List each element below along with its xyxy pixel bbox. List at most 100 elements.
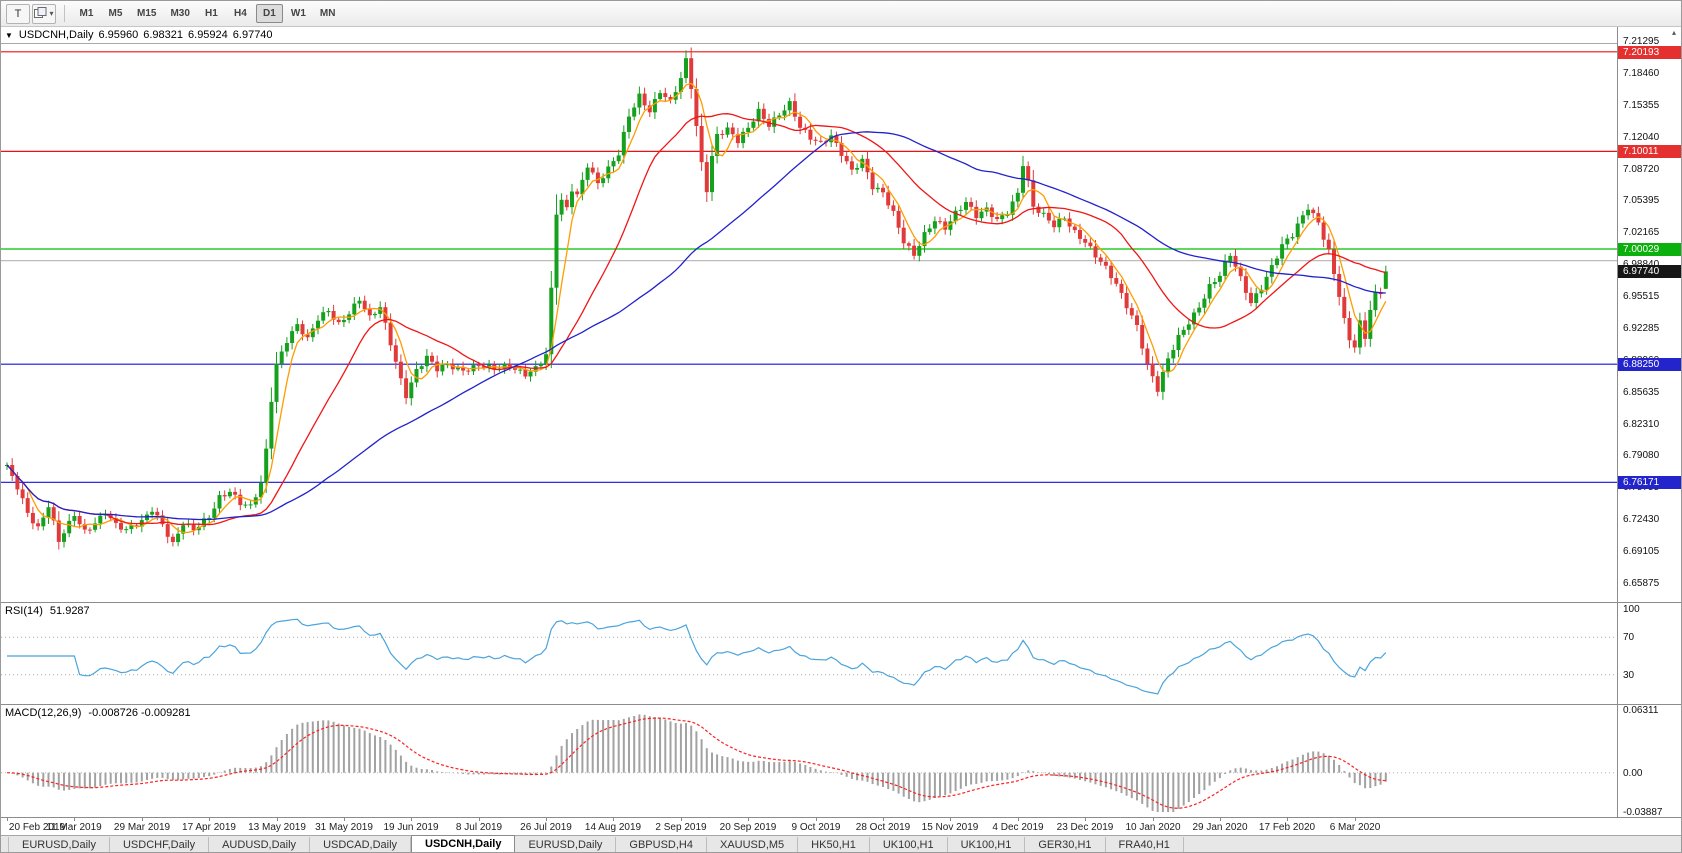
rsi-name: RSI(14) [5,605,43,617]
price-scale-label: 6.82310 [1623,418,1660,430]
chart-tab-xauusd-m5[interactable]: XAUUSD,M5 [707,837,799,852]
chart-tab-usdcad-daily[interactable]: USDCAD,Daily [310,837,412,852]
toolbar-separator [64,5,65,22]
time-axis-tick [613,818,614,821]
ohlc-low: 6.95924 [188,29,228,41]
cascade-windows-button[interactable]: ▾ [32,3,56,24]
price-scale-label: 6.92285 [1623,322,1660,334]
t-tool-button[interactable]: T [6,3,30,24]
timeframe-m5[interactable]: M5 [102,4,129,23]
fast-ma-orange [6,82,1387,534]
chart-tab-uk100-h1[interactable]: UK100,H1 [870,837,948,852]
time-axis-label: 2 Sep 2019 [655,822,707,833]
time-axis-tick [1085,818,1086,821]
rsi-plot[interactable] [1,603,1617,705]
time-axis-tick [411,818,412,821]
timeframe-mn[interactable]: MN [314,4,342,23]
price-scale-label: 7.12040 [1623,131,1660,143]
chart-symbol-label: USDCNH,Daily [18,29,94,41]
price-scale-label: 6.79080 [1623,450,1660,462]
price-chart[interactable] [1,27,1617,602]
macd-scale-label: 0.06311 [1623,705,1659,716]
time-axis-label: 29 Jan 2020 [1192,822,1248,833]
time-axis-tick [546,818,547,821]
price-scale-label: 6.65875 [1623,578,1660,589]
time-axis-label: 6 Mar 2020 [1329,822,1381,833]
time-axis-label: 13 May 2019 [248,822,306,833]
time-axis-tick [883,818,884,821]
price-scale-label: 7.18460 [1623,67,1660,79]
cascade-icon [34,6,47,21]
macd-panel: 0.06311 0.00 -0.03887 MACD(12,26,9) -0.008… [1,704,1681,818]
price-scale[interactable]: ▴ 7.21295 7.18460 7.15355 7.12040 7.08720 7.0… [1617,27,1681,602]
time-axis-label: 20 Sep 2019 [719,822,777,833]
time-axis-tick [1287,818,1288,821]
timeframe-h1[interactable]: H1 [198,4,225,23]
time-axis-label: 17 Feb 2020 [1258,822,1316,833]
rsi-value: 51.9287 [49,605,90,617]
toolbar: T ▾ M1 M5 M15 M30 H1 H4 D1 W1 MN [1,1,1681,27]
price-scale-label: 6.98840 [1623,259,1659,270]
time-axis[interactable]: 20 Feb 2019 11 Mar 2019 29 Mar 2019 17 Apr … [1,817,1681,835]
collapse-triangle-icon[interactable]: ▼ [5,30,13,40]
time-axis-tick [7,818,8,821]
chart-tab-hk50-h1[interactable]: HK50,H1 [798,837,870,852]
chart-tab-uk100-h1[interactable]: UK100,H1 [948,837,1026,852]
time-axis-label: 9 Oct 2019 [791,822,841,833]
time-axis-label: 8 Jul 2019 [455,822,503,833]
ohlc-open: 6.95960 [98,29,139,41]
chart-tab-audusd-daily[interactable]: AUDUSD,Daily [209,837,311,852]
macd-name: MACD(12,26,9) [5,707,82,719]
time-axis-tick [74,818,75,821]
time-axis-label: 29 Mar 2019 [113,822,171,833]
price-scale-label: 6.85635 [1623,386,1660,398]
time-axis-label: 23 Dec 2019 [1056,822,1114,833]
timeframe-m30[interactable]: M30 [164,4,195,23]
chart-tab-gbpusd-h4[interactable]: GBPUSD,H4 [616,837,707,852]
price-line-badge[interactable]: 7.10011 [1618,145,1681,158]
price-scale-label: 6.72430 [1623,514,1660,526]
mid-ma-red [6,113,1386,526]
price-line-badge[interactable]: 7.00029 [1618,243,1681,256]
price-line-badge[interactable]: 6.88250 [1618,358,1681,371]
rsi-scale[interactable]: 100 70 30 [1617,603,1681,704]
time-axis-label: 19 Jun 2019 [383,822,439,833]
time-axis-tick [1153,818,1154,821]
timeframe-m15[interactable]: M15 [131,4,162,23]
ohlc-high: 6.98321 [143,29,184,41]
macd-histogram [11,714,1387,812]
chart-tab-ger30-h1[interactable]: GER30,H1 [1025,837,1106,852]
price-scale-label: 6.69105 [1623,546,1660,558]
time-axis-label: 26 Jul 2019 [520,822,572,833]
chart-tab-eurusd-daily[interactable]: EURUSD,Daily [515,837,617,852]
macd-plot[interactable] [1,705,1617,818]
time-axis-label: 28 Oct 2019 [855,822,911,833]
time-axis-tick [209,818,210,821]
timeframe-d1[interactable]: D1 [255,4,283,23]
timeframe-w1[interactable]: W1 [285,4,312,23]
time-axis-label: 17 Apr 2019 [182,822,236,833]
chart-ohlc-header: ▼ USDCNH,Daily 6.95960 6.98321 6.95924 6… [1,27,1617,44]
ohlc-close: 6.97740 [232,29,273,41]
time-axis-label: 4 Dec 2019 [992,822,1044,833]
chart-tab-usdcnh-daily[interactable]: USDCNH,Daily [411,835,516,852]
chart-tab-fra40-h1[interactable]: FRA40,H1 [1106,837,1184,852]
time-axis-label: 20 Feb 2019 [8,822,66,833]
price-scale-label: 7.21295 [1623,36,1660,47]
macd-indicator-label: MACD(12,26,9) -0.008726 -0.009281 [5,707,191,719]
dropdown-arrow-icon: ▾ [49,9,54,18]
time-axis-tick [142,818,143,821]
chart-tab-eurusd-daily[interactable]: EURUSD,Daily [8,837,110,852]
t-tool-icon: T [14,7,22,20]
rsi-scale-label: 100 [1623,604,1640,615]
macd-signal-line [6,717,1386,809]
price-line-badge[interactable]: 6.76171 [1618,476,1681,489]
timeframe-h4[interactable]: H4 [227,4,254,23]
price-scale-label: 7.02165 [1623,227,1660,239]
chart-tab-usdchf-daily[interactable]: USDCHF,Daily [110,837,210,852]
candles [5,47,1388,550]
timeframe-m1[interactable]: M1 [73,4,100,23]
macd-scale[interactable]: 0.06311 0.00 -0.03887 [1617,705,1681,818]
price-line-badge[interactable]: 7.20193 [1618,46,1681,59]
time-axis-label: 31 May 2019 [315,822,373,833]
